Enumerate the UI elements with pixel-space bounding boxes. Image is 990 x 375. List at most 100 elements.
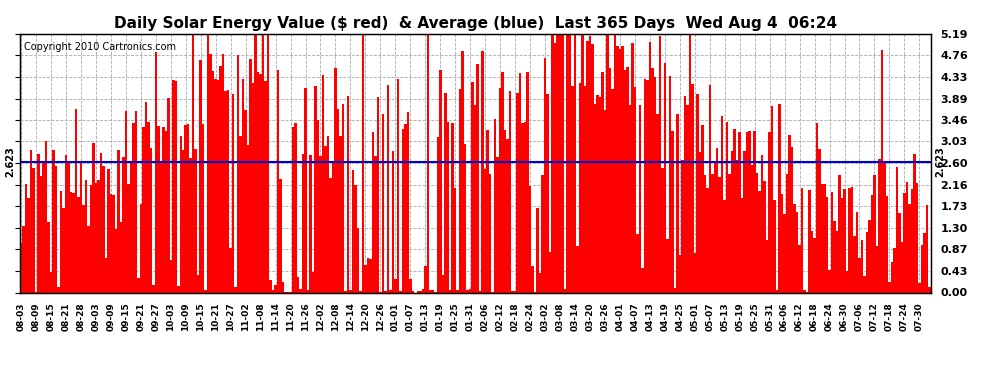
Bar (736, 160, 739, 292)
Bar (132, 123, 135, 292)
Bar (916, 183, 918, 292)
Bar (466, 290, 469, 292)
Bar (217, 80, 220, 292)
Bar (853, 236, 855, 292)
Bar (676, 114, 678, 292)
Bar (843, 189, 845, 292)
Bar (566, 34, 569, 292)
Bar (456, 290, 459, 292)
Bar (658, 36, 661, 292)
Bar (242, 79, 245, 292)
Bar (651, 68, 653, 292)
Bar (796, 212, 798, 292)
Bar (304, 88, 307, 292)
Bar (816, 123, 819, 292)
Bar (261, 34, 264, 292)
Bar (522, 123, 524, 292)
Bar (227, 90, 230, 292)
Bar (237, 56, 240, 292)
Bar (663, 63, 666, 292)
Bar (187, 124, 189, 292)
Bar (743, 152, 745, 292)
Bar (821, 184, 824, 292)
Bar (763, 181, 766, 292)
Bar (67, 164, 69, 292)
Bar (325, 146, 327, 292)
Bar (279, 179, 282, 292)
Bar (494, 119, 496, 292)
Bar (361, 34, 364, 292)
Bar (402, 129, 404, 292)
Bar (803, 290, 806, 292)
Bar (145, 102, 148, 292)
Bar (69, 192, 72, 292)
Bar (519, 74, 522, 292)
Bar (282, 282, 284, 292)
Bar (459, 88, 461, 292)
Bar (387, 85, 389, 292)
Bar (172, 80, 174, 292)
Bar (230, 248, 232, 292)
Bar (739, 132, 741, 292)
Bar (532, 266, 534, 292)
Bar (486, 129, 489, 292)
Bar (576, 246, 579, 292)
Bar (345, 291, 346, 292)
Bar (496, 157, 499, 292)
Bar (251, 82, 254, 292)
Bar (596, 95, 599, 292)
Bar (417, 291, 419, 292)
Bar (90, 185, 92, 292)
Bar (307, 290, 309, 292)
Bar (517, 93, 519, 292)
Bar (167, 98, 169, 292)
Bar (272, 290, 274, 292)
Bar (606, 34, 609, 292)
Bar (788, 135, 791, 292)
Bar (709, 85, 711, 292)
Bar (734, 129, 736, 292)
Bar (753, 131, 756, 292)
Bar (741, 198, 743, 292)
Bar (43, 162, 45, 292)
Bar (819, 149, 821, 292)
Bar (850, 188, 853, 292)
Bar (637, 234, 639, 292)
Bar (639, 105, 642, 292)
Bar (409, 279, 412, 292)
Bar (691, 84, 694, 292)
Bar (469, 290, 471, 292)
Bar (848, 188, 850, 292)
Bar (164, 132, 167, 292)
Bar (773, 200, 776, 292)
Bar (249, 59, 251, 292)
Bar (130, 162, 132, 292)
Bar (356, 228, 359, 292)
Bar (839, 175, 841, 292)
Bar (474, 105, 476, 292)
Bar (756, 173, 758, 292)
Bar (581, 34, 584, 292)
Bar (471, 82, 474, 292)
Bar (599, 97, 601, 292)
Bar (893, 248, 896, 292)
Bar (374, 156, 376, 292)
Bar (137, 278, 140, 292)
Bar (202, 124, 205, 292)
Bar (841, 198, 843, 292)
Bar (427, 34, 429, 292)
Bar (553, 43, 556, 292)
Bar (898, 213, 901, 292)
Bar (913, 154, 916, 292)
Bar (891, 262, 893, 292)
Bar (376, 98, 379, 292)
Bar (544, 58, 546, 292)
Bar (509, 91, 512, 292)
Bar (512, 291, 514, 292)
Bar (855, 212, 858, 292)
Bar (117, 150, 120, 292)
Bar (364, 265, 366, 292)
Bar (451, 123, 454, 292)
Bar (831, 192, 834, 292)
Bar (28, 198, 30, 292)
